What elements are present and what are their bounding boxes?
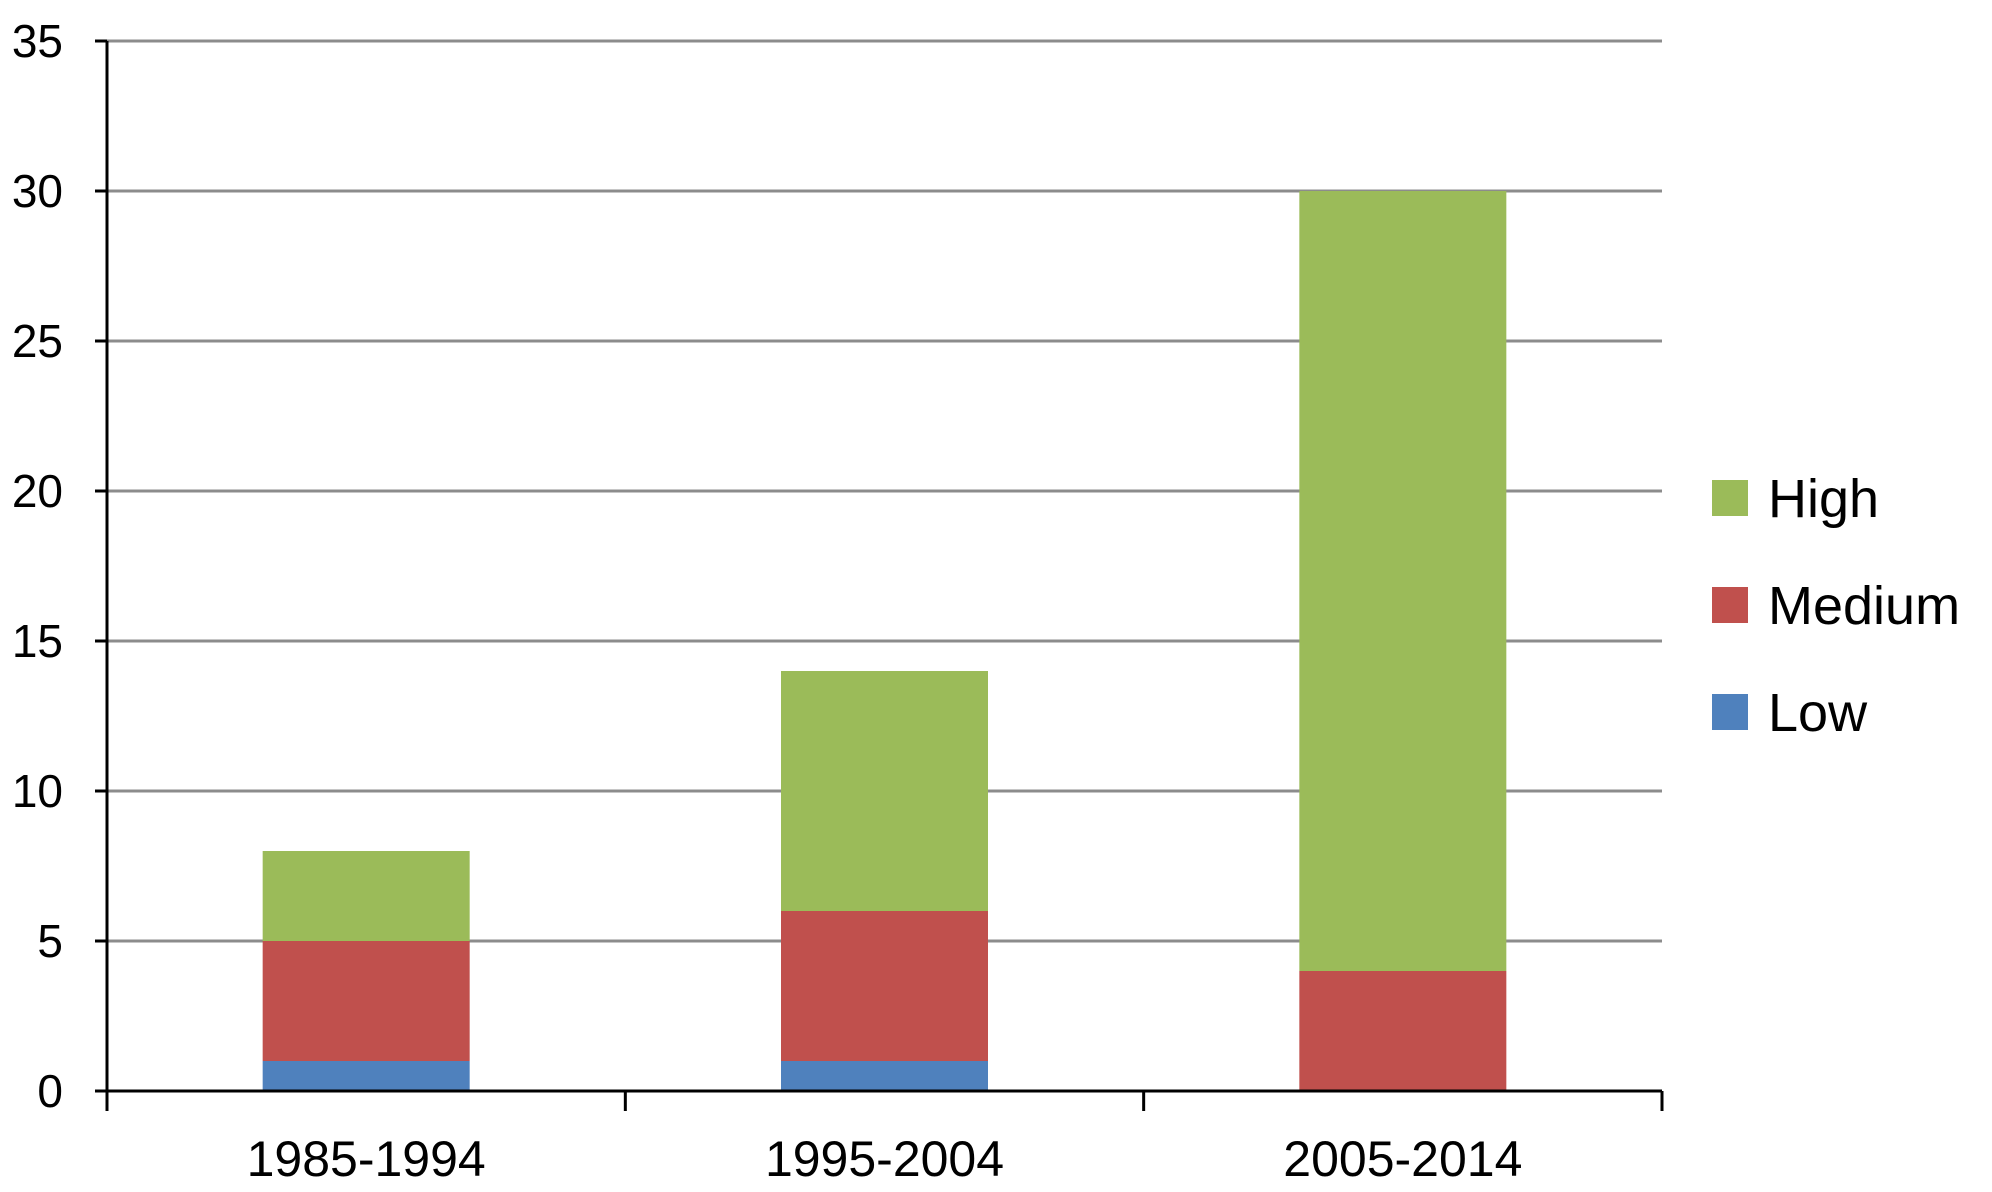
- y-tick-label: 0: [37, 1065, 63, 1117]
- axes: [105, 41, 1662, 1111]
- bar-segment-medium: [781, 911, 988, 1061]
- bar-segment-high: [262, 851, 470, 941]
- y-tick-labels: 0 5 10 15 20 25 30 35: [12, 15, 107, 1117]
- x-tick-label: 2005-2014: [1283, 1131, 1522, 1187]
- x-tick-label: 1995-2004: [765, 1131, 1004, 1187]
- bars: [262, 191, 1507, 1091]
- bar-segment-high: [781, 671, 988, 911]
- y-tick-label: 25: [12, 315, 63, 367]
- y-tick-label: 35: [12, 15, 63, 67]
- bar-segment-medium: [262, 941, 470, 1061]
- y-tick-label: 20: [12, 465, 63, 517]
- legend-label-medium: Medium: [1768, 576, 1960, 636]
- x-tick-label: 1985-1994: [247, 1131, 486, 1187]
- y-tick-label: 15: [12, 615, 63, 667]
- legend-label-low: Low: [1768, 683, 1868, 743]
- legend-swatch-medium: [1712, 587, 1748, 623]
- x-tick-labels: 1985-1994 1995-2004 2005-2014: [105, 1091, 1664, 1187]
- y-tick-label: 5: [37, 915, 63, 967]
- legend-swatch-low: [1712, 694, 1748, 730]
- bar-segment-low: [781, 1061, 988, 1091]
- legend-label-high: High: [1768, 469, 1879, 529]
- legend: High Medium Low: [1712, 469, 1960, 743]
- bar-segment-high: [1299, 191, 1507, 971]
- y-tick-label: 30: [12, 165, 63, 217]
- bar-segment-low: [262, 1061, 470, 1091]
- bar-segment-medium: [1299, 971, 1507, 1091]
- legend-swatch-high: [1712, 480, 1748, 516]
- gridlines: [107, 39, 1662, 943]
- y-tick-label: 10: [12, 765, 63, 817]
